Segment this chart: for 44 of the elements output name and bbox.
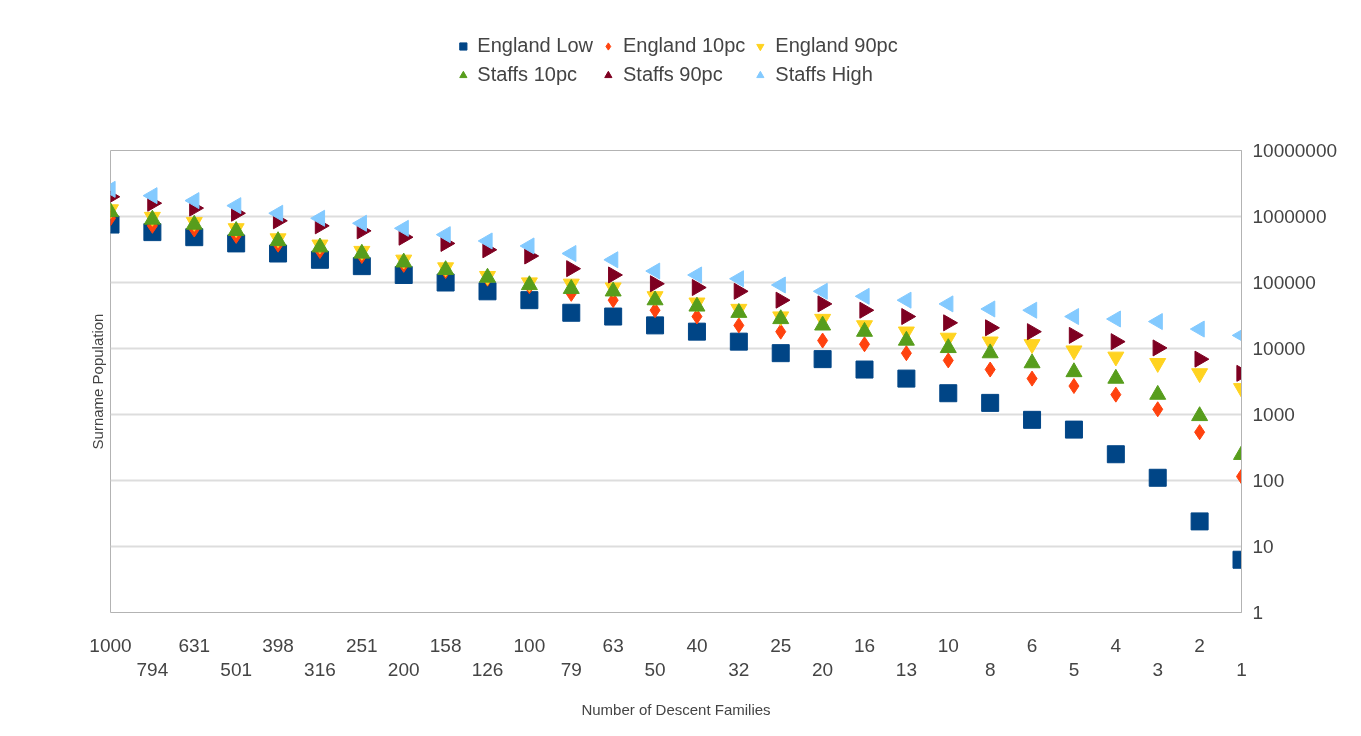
x-tick-label: 1000 [89,634,132,656]
x-tick-label: 200 [387,658,420,680]
x-tick-label: 79 [560,658,582,680]
y-tick-label: 10000000 [1252,140,1338,161]
x-tick-label: 40 [686,634,708,656]
x-tick-label: 2 [1194,634,1205,656]
y-tick-label: 1000000 [1252,206,1327,227]
x-tick-label: 32 [728,658,750,680]
x-tick-label: 5 [1068,658,1080,680]
x-tick-label: 158 [429,634,462,656]
x-tick-label: 1 [1236,658,1247,680]
x-tick-label: 10 [937,634,959,656]
x-tick-label: 100 [513,634,546,656]
x-tick-label: 631 [178,634,211,656]
legend-label: Staffs 10pc [477,63,578,86]
x-tick-label: 8 [984,658,996,680]
x-tick-label: 16 [853,634,876,656]
legend-label: England 90pc [775,34,898,57]
x-tick-label: 126 [471,658,504,680]
y-tick-label: 100000 [1252,272,1316,293]
x-tick-label: 251 [345,634,378,656]
legend-label: England 10pc [623,34,746,57]
y-tick-label: 100 [1252,470,1285,491]
x-tick-label: 794 [136,658,169,680]
x-tick-label: 50 [644,658,666,680]
legend-label: Staffs 90pc [623,63,723,86]
x-tick-label: 6 [1026,634,1038,656]
y-axis-title: Surname Population [88,313,106,450]
x-tick-label: 398 [262,634,294,656]
x-tick-label: 3 [1152,658,1164,680]
x-tick-label: 501 [220,658,253,680]
legend-label: England Low [477,34,593,57]
y-tick-label: 10000 [1252,338,1306,359]
x-tick-label: 63 [602,634,624,656]
y-tick-label: 1 [1252,602,1264,623]
y-tick-label: 10 [1252,536,1274,557]
y-tick-label: 1000 [1252,404,1295,425]
x-tick-label: 20 [812,658,834,680]
x-tick-label: 316 [304,658,336,680]
legend-label: Staffs High [775,63,873,86]
x-axis-title: Number of Descent Families [581,700,771,718]
x-tick-label: 25 [770,634,792,656]
x-tick-label: 4 [1110,634,1122,656]
x-tick-label: 13 [895,658,917,680]
